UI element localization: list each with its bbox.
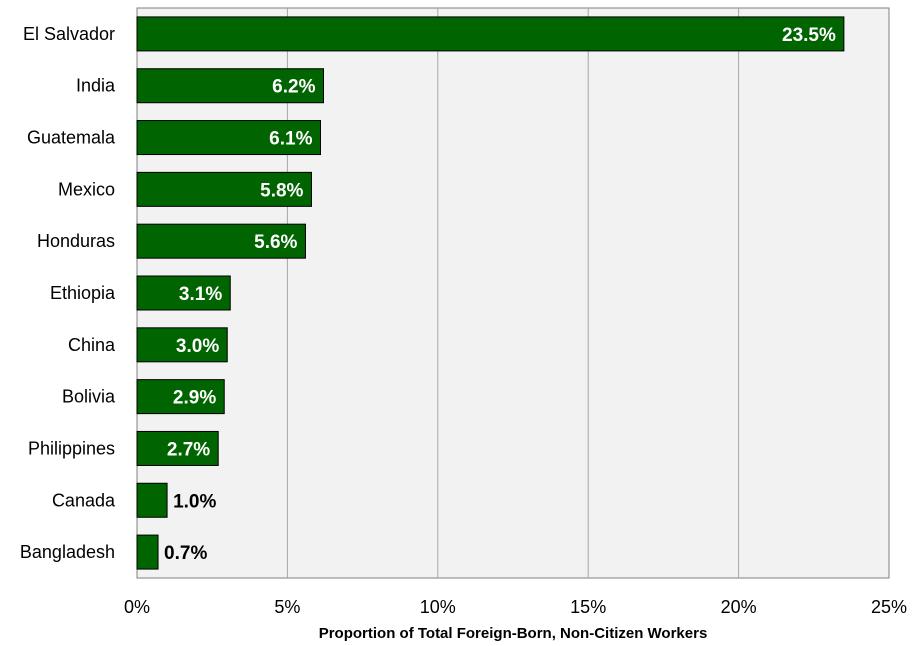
data-label: 2.9% bbox=[173, 388, 216, 409]
category-label: Ethiopia bbox=[50, 283, 116, 303]
category-labels: El Salvador India Guatemala Mexico Honduras E… bbox=[20, 24, 116, 562]
bar bbox=[136, 275, 231, 311]
category-label: El Salvador bbox=[23, 24, 115, 44]
data-label: 1.0% bbox=[173, 491, 216, 512]
data-labels: 23.5% 6.2% 6.1% 5.8% 5.6% 3.1% 3.0% 2.9% 2.7% 1.0… bbox=[164, 25, 836, 564]
x-tick-label: 15% bbox=[570, 597, 606, 617]
x-tick-label: 0% bbox=[124, 597, 150, 617]
data-label: 2.7% bbox=[167, 439, 210, 460]
category-label: Mexico bbox=[58, 179, 115, 199]
bar bbox=[136, 16, 845, 52]
bar bbox=[136, 223, 306, 259]
category-label: Guatemala bbox=[27, 128, 116, 148]
x-tick-label: 25% bbox=[871, 597, 907, 617]
data-label: 6.1% bbox=[269, 129, 312, 150]
data-label: 6.2% bbox=[272, 77, 315, 98]
x-axis-title: Proportion of Total Foreign-Born, Non-Ci… bbox=[319, 625, 708, 642]
category-label: China bbox=[68, 335, 116, 355]
bar bbox=[136, 534, 159, 570]
bar bbox=[136, 430, 219, 466]
category-label: Bolivia bbox=[62, 387, 116, 407]
bar bbox=[136, 482, 168, 518]
data-label: 5.8% bbox=[260, 180, 303, 201]
category-label: Philippines bbox=[28, 438, 115, 458]
data-label: 5.6% bbox=[254, 232, 297, 253]
x-tick-label: 10% bbox=[420, 597, 456, 617]
bar bbox=[136, 171, 312, 207]
category-label: Canada bbox=[52, 490, 116, 510]
x-tick-label: 5% bbox=[274, 597, 300, 617]
data-label: 23.5% bbox=[782, 25, 836, 46]
data-label: 3.1% bbox=[179, 284, 222, 305]
bar bbox=[136, 68, 324, 104]
data-label: 0.7% bbox=[164, 543, 207, 564]
bars bbox=[136, 16, 845, 570]
x-tick-labels: 0% 5% 10% 15% 20% 25% bbox=[124, 597, 907, 617]
data-label: 3.0% bbox=[176, 336, 219, 357]
bar bbox=[136, 379, 225, 415]
category-label: India bbox=[76, 76, 116, 96]
x-tick-label: 20% bbox=[721, 597, 757, 617]
bar bbox=[136, 120, 321, 156]
category-label: Honduras bbox=[37, 231, 115, 251]
bar bbox=[136, 327, 228, 363]
category-label: Bangladesh bbox=[20, 542, 115, 562]
